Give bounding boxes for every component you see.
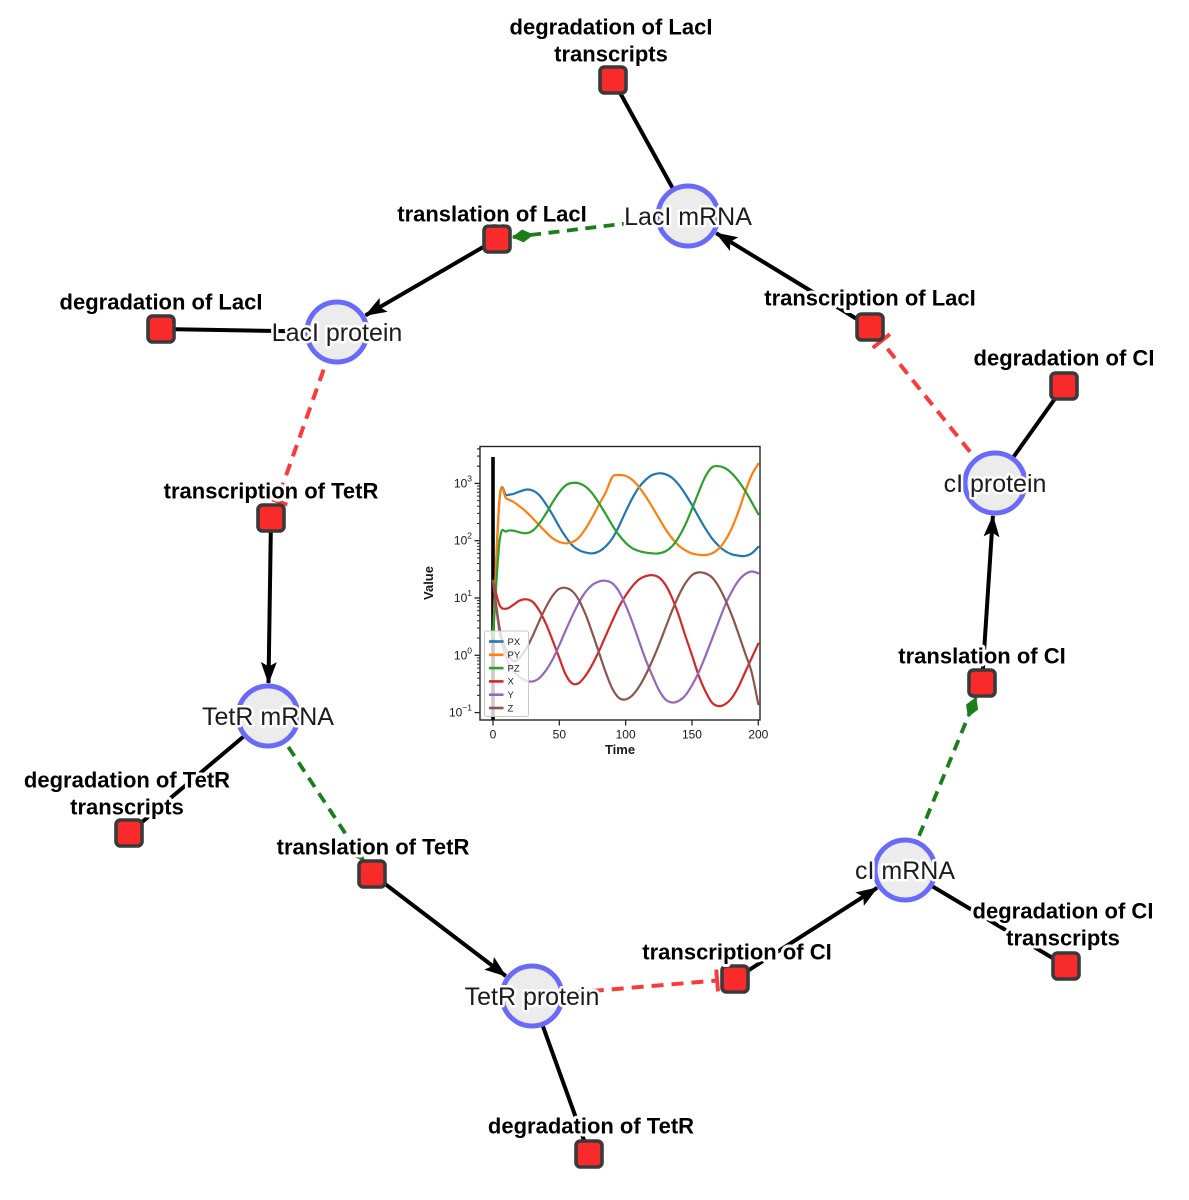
reaction-label-deg_tetr-line1: degradation of TetR (488, 1114, 694, 1139)
edge-transc_ci-ci_mrna (733, 886, 879, 981)
species-label-tetr_protein: TetR protein (465, 983, 600, 1011)
edge-transc_tetr-tetr_mrna (260, 517, 277, 684)
y-tick-label: 100 (454, 645, 472, 662)
series-PZ (491, 464, 760, 640)
reaction-label-deg_laci_tx-line2: transcripts (554, 42, 668, 67)
edge-transl_tetr-tetr_protein (370, 872, 508, 978)
y-tick-label: 10−1 (449, 703, 472, 720)
reaction-label-deg_tetr_tx-line2: transcripts (70, 795, 184, 820)
species-label-ci_protein: cI protein (944, 470, 1047, 498)
y-tick-label: 101 (454, 588, 472, 605)
legend-box (484, 630, 529, 717)
reaction-label-transl_tetr-line1: translation of TetR (277, 835, 470, 860)
reaction-node-deg_ci_tx[interactable] (1051, 951, 1081, 981)
edge-transl_laci-laci_protein (364, 237, 499, 318)
reaction-label-transc_ci-line1: transcription of CI (642, 940, 831, 965)
reaction-node-transc_laci[interactable] (855, 312, 885, 342)
reaction-node-transl_laci[interactable] (482, 224, 512, 254)
y-tick-label: 102 (454, 531, 472, 548)
reaction-node-deg_laci[interactable] (146, 314, 176, 344)
species-node-laci_protein[interactable] (304, 299, 370, 365)
x-axis-title: Time (605, 742, 635, 757)
edge-ci_mrna-transl_ci (903, 696, 979, 871)
reaction-label-deg_laci_tx-line1: degradation of LacI (510, 15, 713, 40)
x-tick-label: 100 (616, 728, 636, 742)
species-node-tetr_protein[interactable] (499, 963, 565, 1029)
species-label-laci_protein: LacI protein (272, 319, 403, 347)
chart-legend: PX PY PZ XYZ (484, 630, 529, 717)
species-label-ci_mrna: cI mRNA (855, 857, 955, 885)
reaction-label-deg_tetr_tx-line1: degradation of TetR (24, 768, 230, 793)
series-X (491, 574, 760, 708)
reaction-label-transc_laci-line1: transcription of LacI (764, 286, 975, 311)
reaction-label-deg_laci-line1: degradation of LacI (60, 290, 263, 315)
species-node-ci_protein[interactable] (962, 450, 1028, 516)
legend-label-Z: Z (508, 703, 514, 714)
reaction-node-transl_ci[interactable] (967, 668, 997, 698)
reaction-node-transc_tetr[interactable] (256, 503, 286, 533)
reaction-label-transc_tetr-line1: transcription of TetR (164, 479, 379, 504)
series-Z (491, 571, 760, 706)
species-label-tetr_mrna: TetR mRNA (202, 703, 334, 731)
legend-label-PY: PY (508, 650, 521, 661)
reaction-label-deg_ci_tx-line2: transcripts (1006, 926, 1120, 951)
x-tick-label: 200 (748, 728, 768, 742)
legend-label-PX: PX (508, 637, 521, 648)
series-PY (491, 462, 760, 640)
species-layer (235, 183, 1028, 1029)
reaction-label-transl_laci-line1: translation of LacI (397, 202, 586, 227)
labels-layer: degradation of LacItranscriptstranslatio… (21, 12, 1158, 1142)
y-axis-title: Value (421, 566, 436, 600)
reaction-label-transl_ci-line1: translation of CI (898, 644, 1065, 669)
x-tick-label: 50 (553, 728, 567, 742)
reaction-node-transl_tetr[interactable] (357, 859, 387, 889)
reaction-label-deg_ci_tx-line1: degradation of CI (973, 899, 1154, 924)
edge-transl_ci-ci_protein (980, 514, 1000, 684)
reaction-node-deg_ci[interactable] (1049, 371, 1079, 401)
legend-label-PZ: PZ (508, 663, 520, 674)
species-label-laci_mrna: LacI mRNA (624, 203, 752, 231)
reaction-node-deg_tetr[interactable] (574, 1139, 604, 1169)
reaction-node-deg_laci_tx[interactable] (598, 65, 628, 95)
reaction-node-deg_tetr_tx[interactable] (114, 818, 144, 848)
series-Y (491, 570, 760, 704)
legend-label-Y: Y (508, 690, 515, 701)
x-tick-label: 0 (490, 728, 497, 742)
species-node-ci_mrna[interactable] (872, 837, 938, 903)
reaction-node-transc_ci[interactable] (720, 964, 750, 994)
species-node-tetr_mrna[interactable] (235, 683, 301, 749)
y-tick-label: 103 (454, 473, 472, 490)
series-PX (491, 472, 760, 640)
reaction-layer (114, 65, 1081, 1169)
legend-label-X: X (508, 677, 515, 688)
species-node-laci_mrna[interactable] (655, 183, 721, 249)
reaction-label-deg_ci-line1: degradation of CI (974, 346, 1155, 371)
x-tick-label: 150 (682, 728, 702, 742)
edge-transc_laci-laci_mrna (715, 231, 872, 329)
